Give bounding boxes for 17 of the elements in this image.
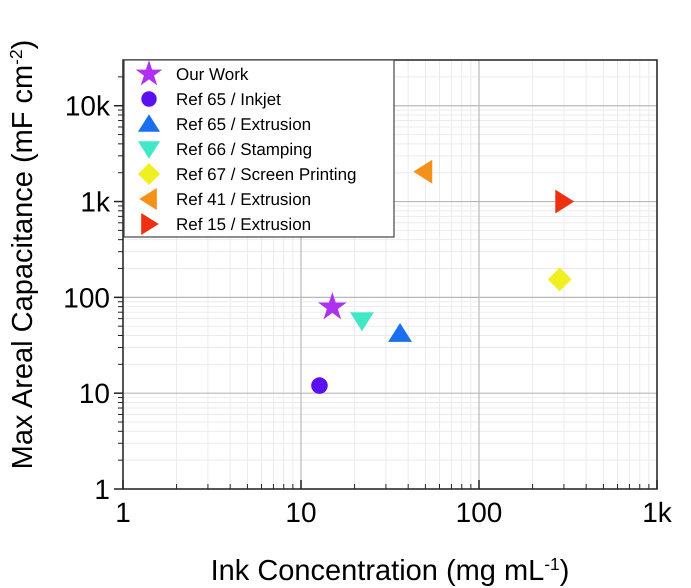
y-tick-label: 1k (80, 186, 111, 218)
x-tick-label: 1 (115, 497, 131, 528)
y-tick-label: 10 (78, 378, 110, 410)
x-axis-title: Ink Concentration (mg mL$^{-1}$) (210, 554, 570, 587)
x-tick-label: 1k (642, 497, 673, 528)
y-tick-label: 1 (94, 474, 110, 505)
legend-label: Ref 41 / Extrusion (176, 190, 312, 209)
legend-label: Ref 65 / Extrusion (176, 115, 312, 134)
x-tick-label: 100 (456, 497, 502, 528)
legend-label: Ref 65 / Inkjet (176, 90, 282, 109)
legend-label: Ref 67 / Screen Printing (176, 165, 356, 184)
legend-label: Ref 15 / Extrusion (176, 215, 312, 234)
legend-label: Ref 66 / Stamping (176, 140, 312, 159)
y-tick-label: 100 (63, 282, 110, 314)
y-tick-label: 10k (64, 90, 111, 122)
x-tick-label: 10 (285, 497, 317, 528)
legend-label: Our Work (176, 65, 249, 84)
